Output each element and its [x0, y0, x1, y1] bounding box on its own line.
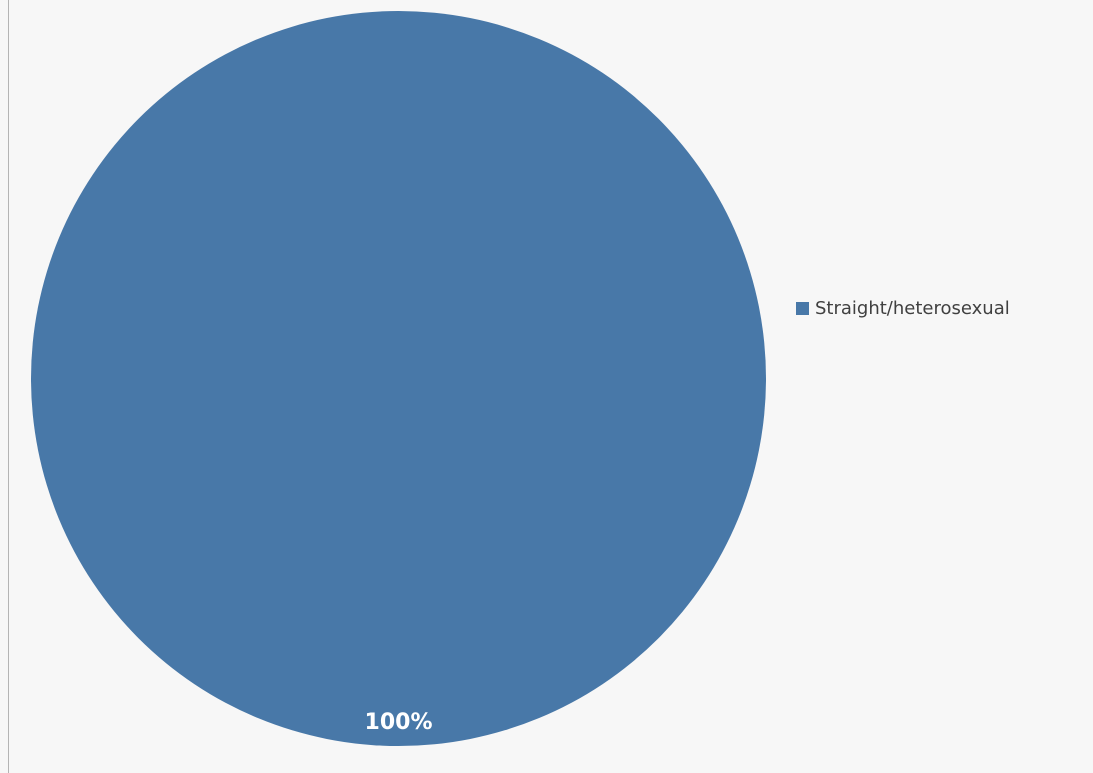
data-label-straight-heterosexual: 100% — [365, 710, 433, 735]
legend-label-straight-heterosexual: Straight/heterosexual — [815, 298, 1010, 319]
pie-slices — [31, 11, 766, 746]
legend-swatch-straight-heterosexual — [796, 302, 809, 315]
chart-left-border — [8, 0, 9, 773]
pie-data-labels: 100% — [365, 710, 433, 735]
legend: Straight/heterosexual — [790, 296, 1016, 321]
pie-slice-straight-heterosexual — [31, 11, 766, 746]
